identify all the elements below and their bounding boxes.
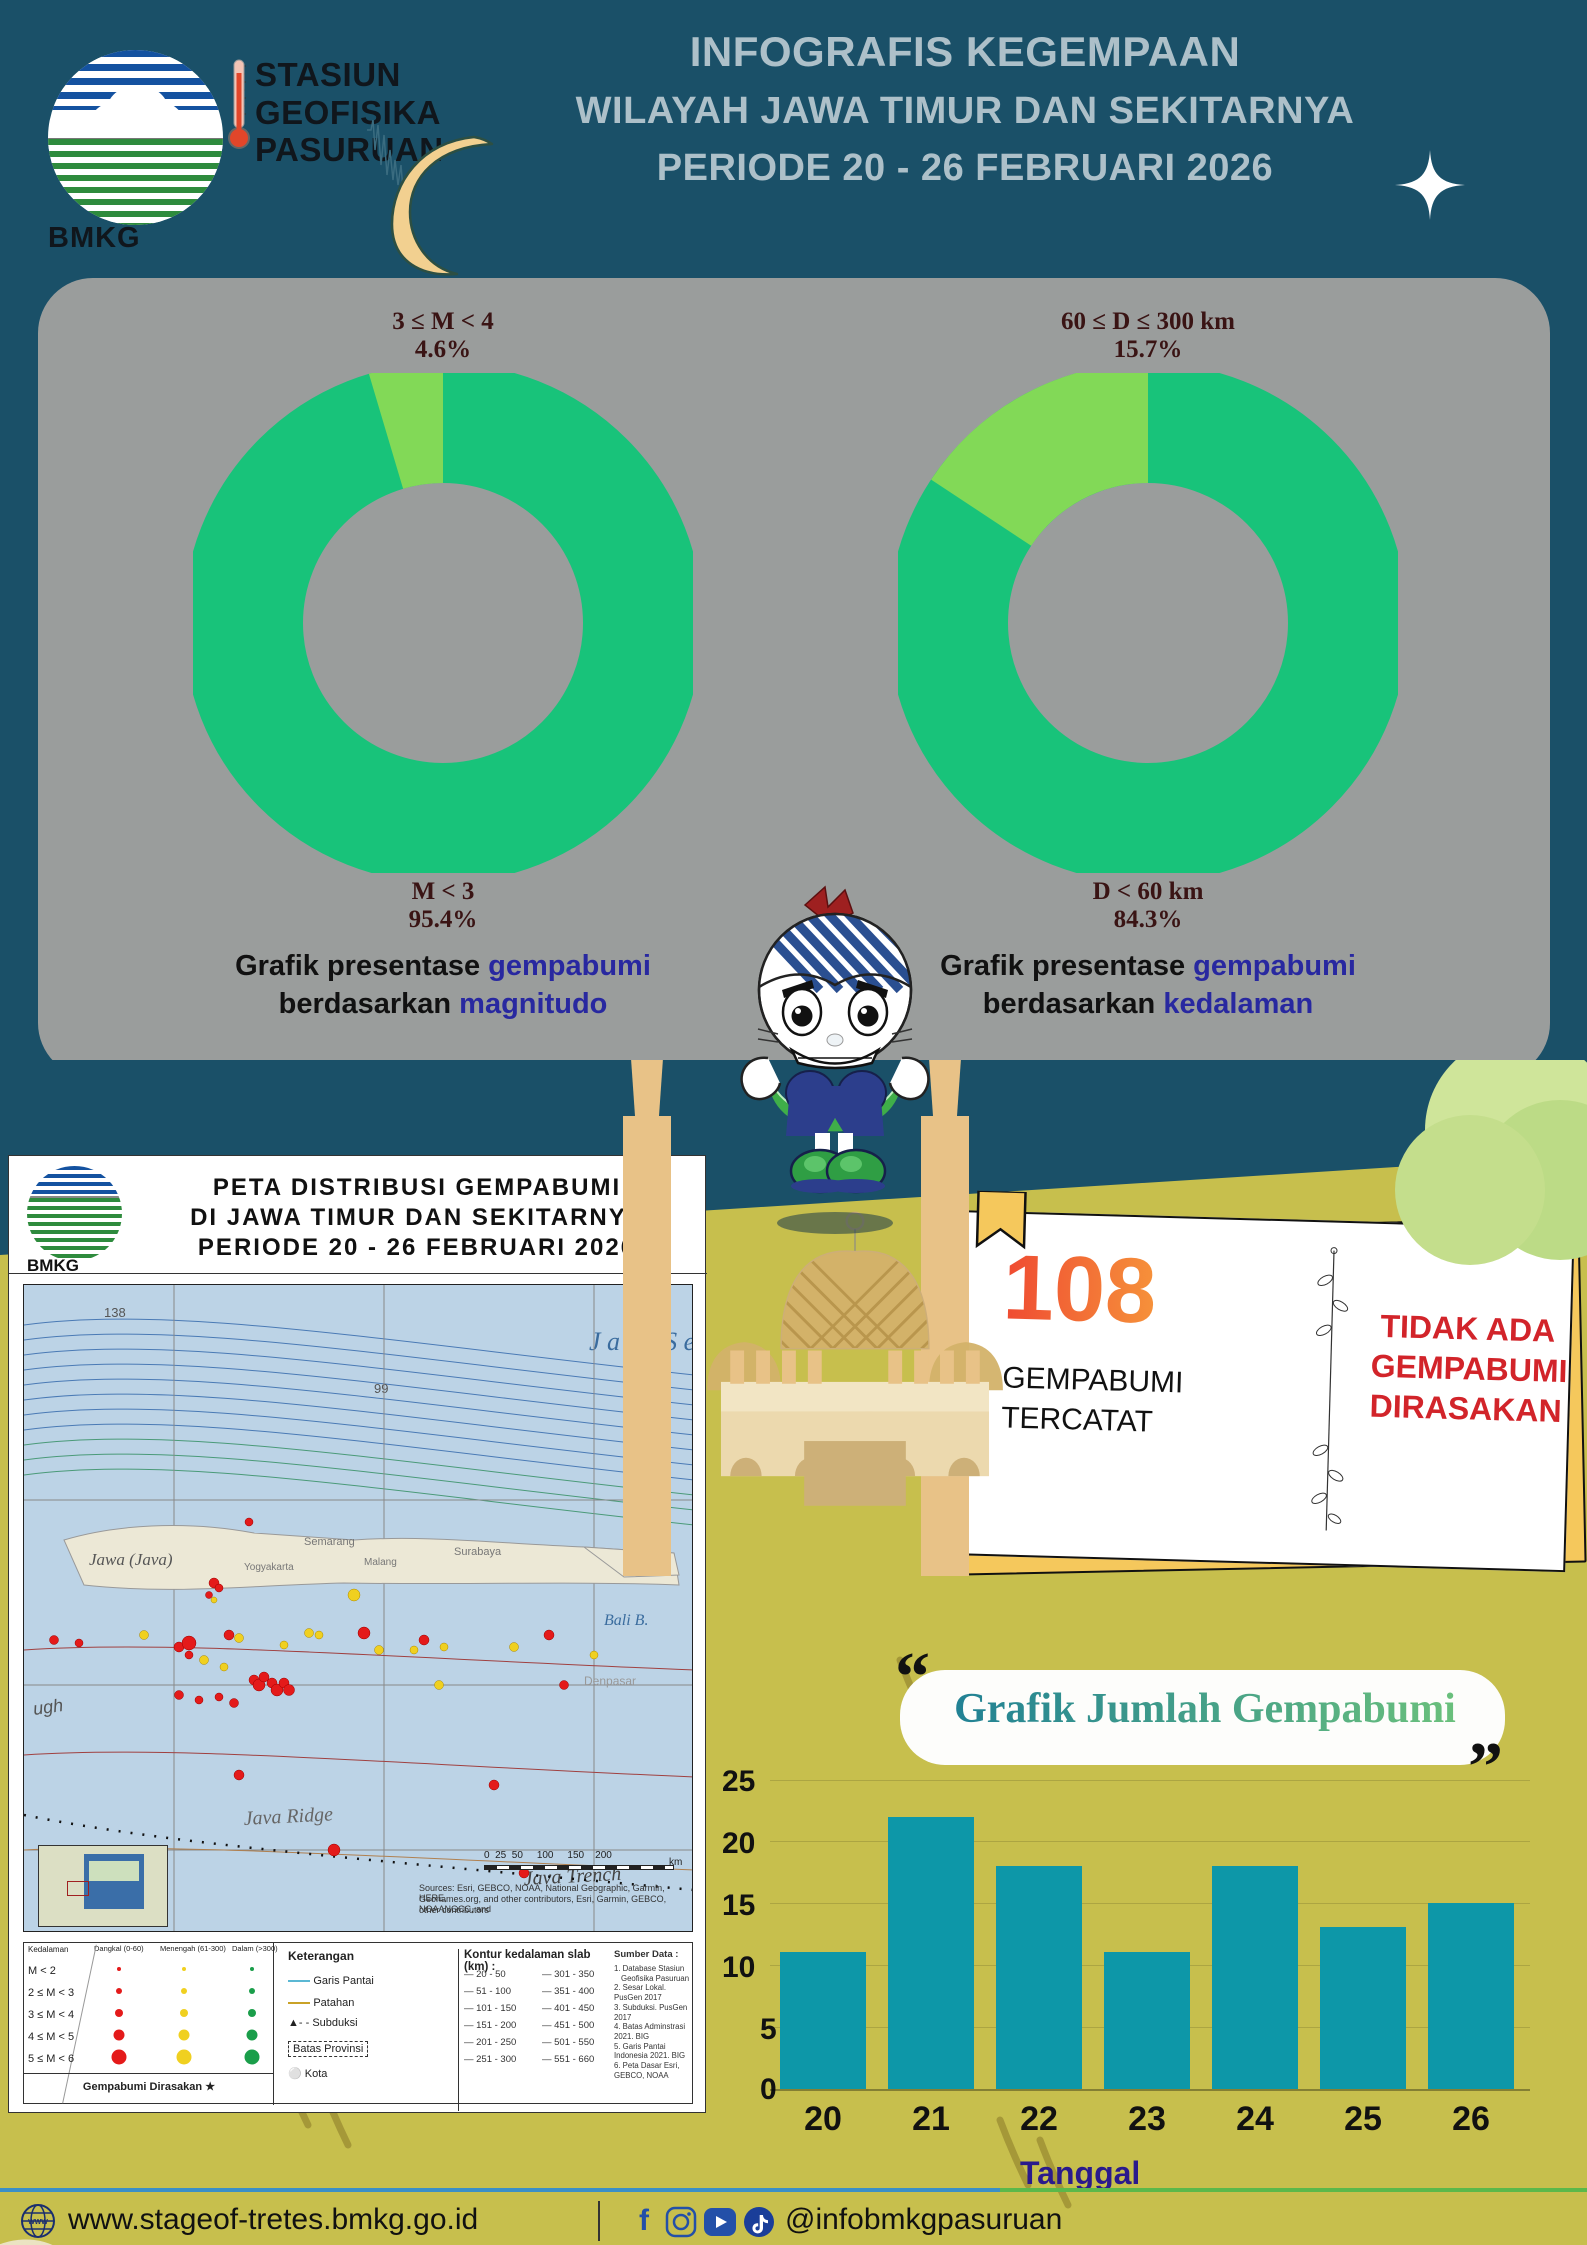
svg-text:Bali B.: Bali B. xyxy=(604,1612,648,1629)
svg-text:Java Ridge: Java Ridge xyxy=(243,1803,334,1830)
svg-text:Yogyakarta: Yogyakarta xyxy=(244,1562,294,1573)
svg-text:Surabaya: Surabaya xyxy=(454,1546,502,1558)
svg-text:Semarang: Semarang xyxy=(304,1536,355,1548)
svg-text:f: f xyxy=(639,2206,650,2237)
svg-text:138: 138 xyxy=(104,1305,126,1320)
svg-text:99: 99 xyxy=(374,1381,388,1396)
svg-text:Malang: Malang xyxy=(364,1557,397,1568)
svg-text:Denpasar: Denpasar xyxy=(584,1674,636,1688)
svg-text:ugh: ugh xyxy=(32,1695,65,1719)
svg-text:Jawa (Java): Jawa (Java) xyxy=(89,1550,173,1569)
